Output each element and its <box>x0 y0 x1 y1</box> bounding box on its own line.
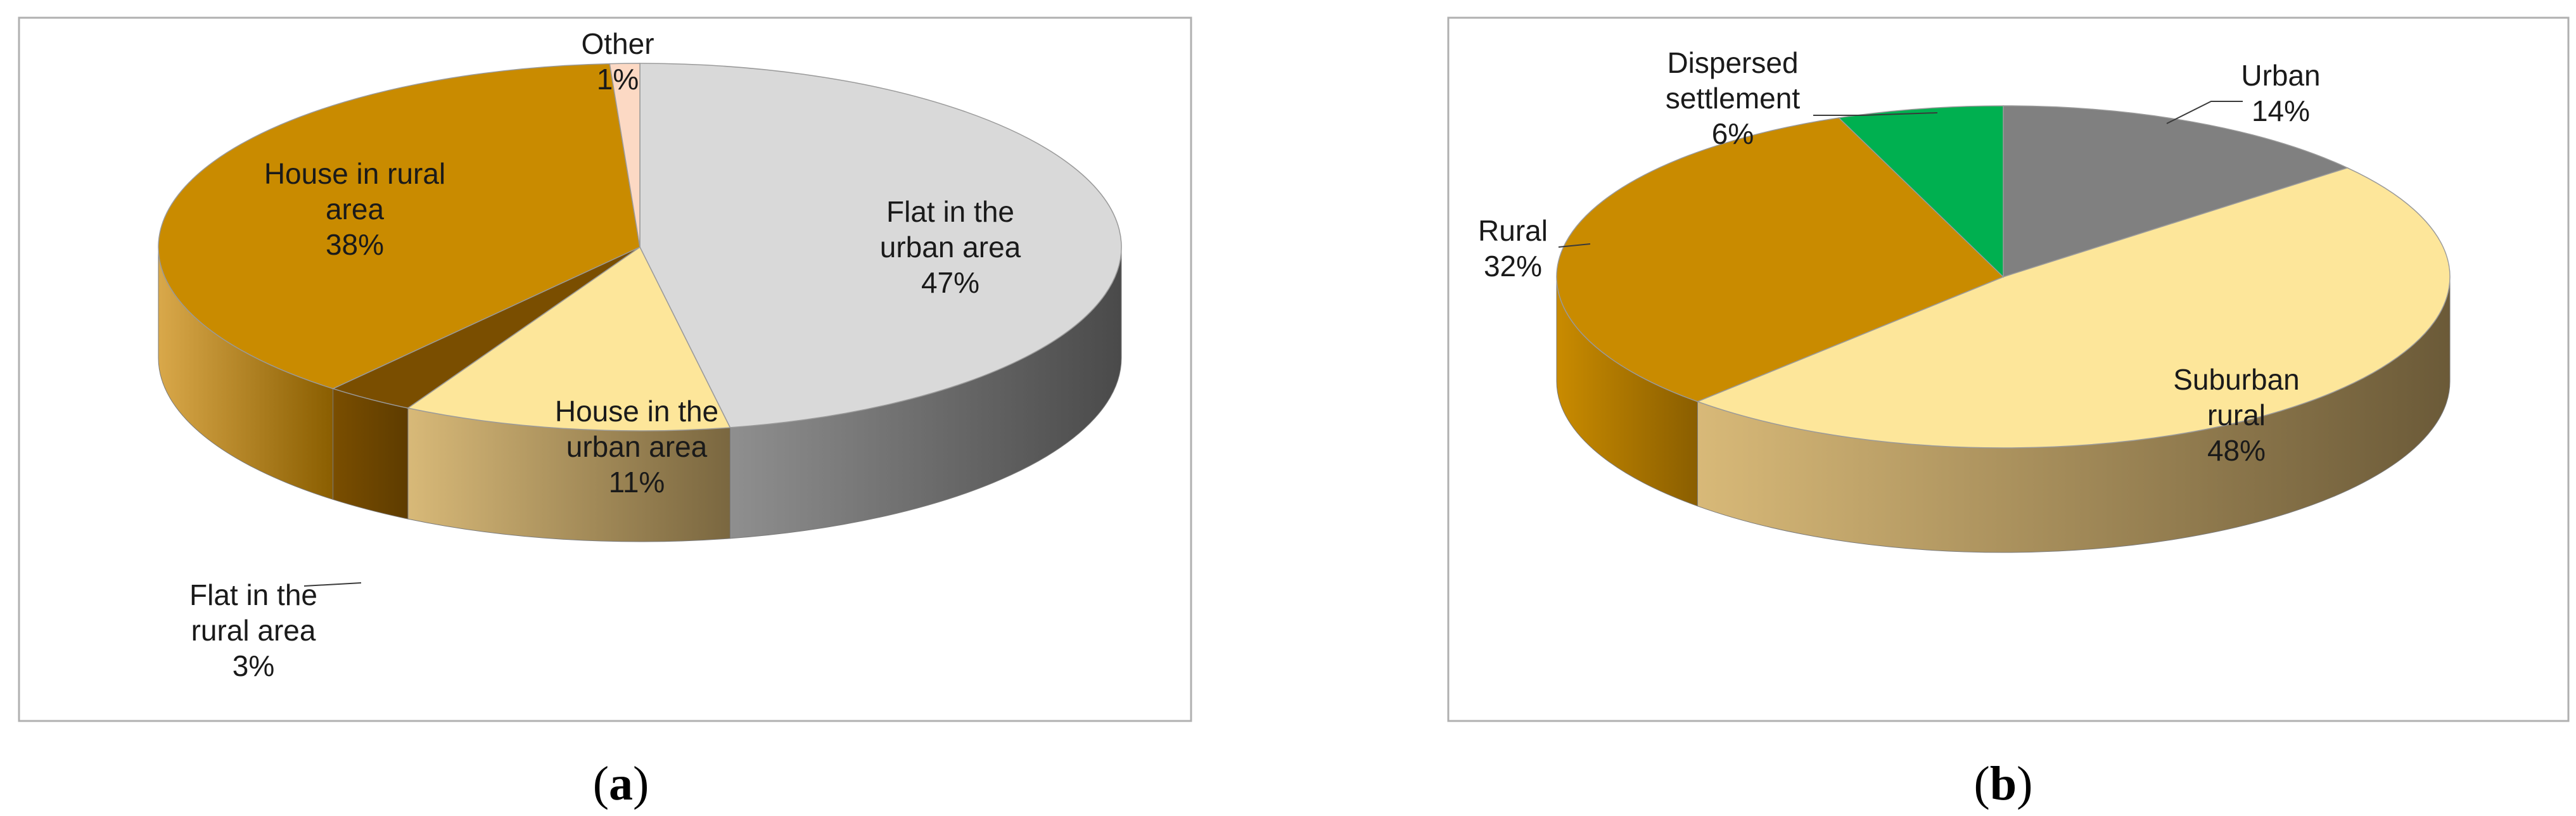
pie-b-label-4: Dispersed settlement 6% <box>1666 46 1800 150</box>
pie-a-slice-4 <box>158 63 641 390</box>
pie-b-label-2: Suburban rural 48% <box>2173 363 2300 467</box>
pie-a-label-5: Other 1% <box>581 27 654 96</box>
pie-chart-a <box>158 63 1122 542</box>
pie-b-leader-line-3 <box>1558 243 1591 248</box>
pie-a-label-1: Flat in the urban area 47% <box>880 195 1021 299</box>
pie-b-leader-line-4 <box>1813 112 1938 116</box>
pie-b-slices <box>1556 105 2451 449</box>
pie-a-slices <box>158 63 1122 431</box>
pie-b-label-3: Rural 32% <box>1478 214 1548 283</box>
pie-a-label-4: House in rural area 38% <box>264 157 445 261</box>
pie-b-leader-line-1 <box>2166 101 2243 124</box>
caption-a: (a) <box>593 757 649 810</box>
pie-b-labels: Urban 14% Suburban rural 48% Rural 32% Disperse… <box>1478 46 2321 467</box>
caption-b: (b) <box>1974 757 2033 810</box>
pie-a-labels: Flat in the urban area 47% House in the urba… <box>189 27 1021 682</box>
pie-a-leader-line-3 <box>303 582 362 587</box>
pie-a-side-3 <box>333 388 409 520</box>
pie-b-slice-2 <box>1696 167 2451 449</box>
pie-a-label-2: House in the urban area 11% <box>555 395 718 499</box>
pie-a-slice-5 <box>609 63 641 248</box>
pie-a-label-3: Flat in the rural area 3% <box>189 578 317 682</box>
pie-b-slice-4 <box>1837 105 2004 278</box>
pie-chart-b <box>1556 105 2451 553</box>
pie-a-slice-2 <box>407 246 731 431</box>
chart-panel-b: Urban 14% Suburban rural 48% Rural 32% Disperse… <box>1447 16 2570 722</box>
pie-b-label-1: Urban 14% <box>2241 59 2320 127</box>
chart-panel-a: Flat in the urban area 47% House in the urba… <box>18 16 1192 722</box>
pie-b-slice-1 <box>2003 105 2349 278</box>
pie-a-slice-1 <box>639 63 1122 428</box>
pie-b-slice-3 <box>1556 117 2005 402</box>
